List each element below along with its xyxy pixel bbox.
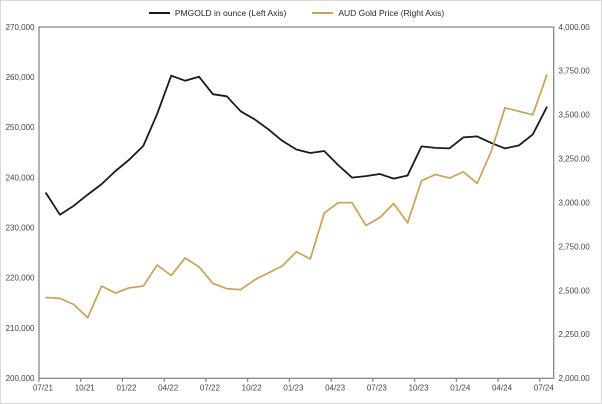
right-axis-tick-label: 3,250.00 xyxy=(559,155,591,164)
x-axis-tick-label: 10/22 xyxy=(242,383,263,392)
legend-label-aud-gold: AUD Gold Price (Right Axis) xyxy=(338,8,445,18)
legend-label-pmgold: PMGOLD in ounce (Left Axis) xyxy=(174,8,287,18)
x-axis-tick-label: 07/21 xyxy=(33,383,54,392)
left-axis-tick-label: 220,000 xyxy=(6,274,35,283)
chart-legend: PMGOLD in ounce (Left Axis) AUD Gold Pri… xyxy=(39,5,554,21)
legend-item-aud-gold: AUD Gold Price (Right Axis) xyxy=(312,8,444,18)
right-axis-tick-label: 3,750.00 xyxy=(559,67,591,76)
x-axis-tick-label: 01/23 xyxy=(283,383,304,392)
legend-item-pmgold: PMGOLD in ounce (Left Axis) xyxy=(148,8,287,18)
left-axis-tick-label: 240,000 xyxy=(6,173,35,182)
plot-border xyxy=(38,26,555,379)
legend-swatch-aud-gold xyxy=(312,12,334,14)
right-axis-tick-label: 2,000.00 xyxy=(559,374,591,383)
x-axis-tick-label: 04/23 xyxy=(325,383,346,392)
x-axis-tick-label: 07/24 xyxy=(534,383,555,392)
legend-swatch-pmgold xyxy=(148,12,170,14)
right-axis-tick-label: 2,750.00 xyxy=(559,242,591,251)
left-axis-tick-label: 230,000 xyxy=(6,224,35,233)
x-axis-tick-label: 10/23 xyxy=(409,383,430,392)
x-axis-tick-label: 07/22 xyxy=(200,383,221,392)
series-line-right-axis xyxy=(45,74,548,319)
right-axis-tick-label: 4,000.00 xyxy=(559,23,591,32)
x-axis-tick-label: 07/23 xyxy=(367,383,388,392)
x-axis-tick-label: 04/22 xyxy=(158,383,179,392)
left-axis-tick-label: 260,000 xyxy=(6,73,35,82)
right-axis-tick-label: 2,500.00 xyxy=(559,286,591,295)
right-axis-tick-label: 3,000.00 xyxy=(559,198,591,207)
x-axis-tick-label: 01/24 xyxy=(450,383,471,392)
right-axis-tick-label: 3,500.00 xyxy=(559,111,591,120)
left-axis-tick-label: 250,000 xyxy=(6,123,35,132)
series-line-left-axis xyxy=(45,74,548,216)
x-axis-tick-label: 10/21 xyxy=(75,383,96,392)
x-axis-tick-label: 04/24 xyxy=(492,383,513,392)
right-axis-tick-label: 2,250.00 xyxy=(559,330,591,339)
left-axis-tick-label: 210,000 xyxy=(6,324,35,333)
x-axis-tick-label: 01/22 xyxy=(116,383,137,392)
left-axis-tick-label: 200,000 xyxy=(6,374,35,383)
left-axis-tick-label: 270,000 xyxy=(6,23,35,32)
